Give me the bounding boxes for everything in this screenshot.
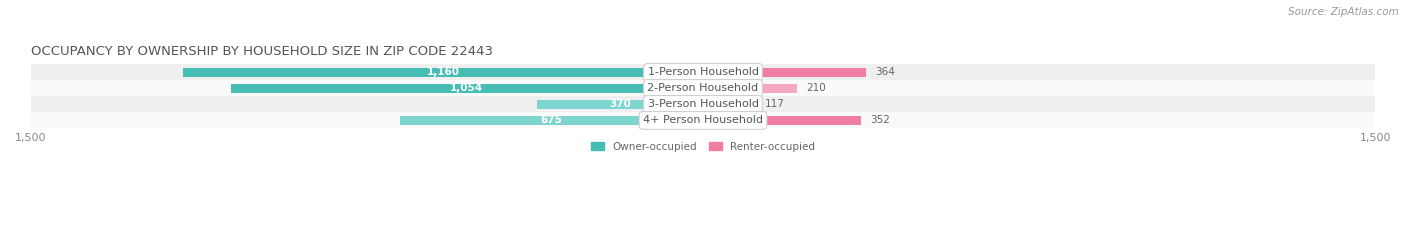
Legend: Owner-occupied, Renter-occupied: Owner-occupied, Renter-occupied <box>591 142 815 151</box>
Text: 117: 117 <box>765 99 785 110</box>
Bar <box>31 112 1375 128</box>
Text: 370: 370 <box>609 99 631 110</box>
Text: 1,054: 1,054 <box>450 83 484 93</box>
Text: 4+ Person Household: 4+ Person Household <box>643 115 763 125</box>
Text: 3-Person Household: 3-Person Household <box>648 99 758 110</box>
Bar <box>231 84 703 93</box>
Text: 1-Person Household: 1-Person Household <box>648 67 758 77</box>
Bar <box>703 100 755 109</box>
Bar <box>31 80 1375 96</box>
Text: 352: 352 <box>870 115 890 125</box>
Text: Source: ZipAtlas.com: Source: ZipAtlas.com <box>1288 7 1399 17</box>
Text: 210: 210 <box>806 83 825 93</box>
Text: 364: 364 <box>875 67 896 77</box>
Text: 675: 675 <box>541 115 562 125</box>
Text: 1,160: 1,160 <box>426 67 460 77</box>
Text: 2-Person Household: 2-Person Household <box>647 83 759 93</box>
Bar <box>537 100 703 109</box>
Bar <box>703 84 797 93</box>
Bar <box>703 68 866 77</box>
Text: OCCUPANCY BY OWNERSHIP BY HOUSEHOLD SIZE IN ZIP CODE 22443: OCCUPANCY BY OWNERSHIP BY HOUSEHOLD SIZE… <box>31 45 492 58</box>
Bar <box>183 68 703 77</box>
Bar <box>31 96 1375 112</box>
Bar <box>703 116 860 125</box>
Bar <box>401 116 703 125</box>
Bar <box>31 64 1375 80</box>
